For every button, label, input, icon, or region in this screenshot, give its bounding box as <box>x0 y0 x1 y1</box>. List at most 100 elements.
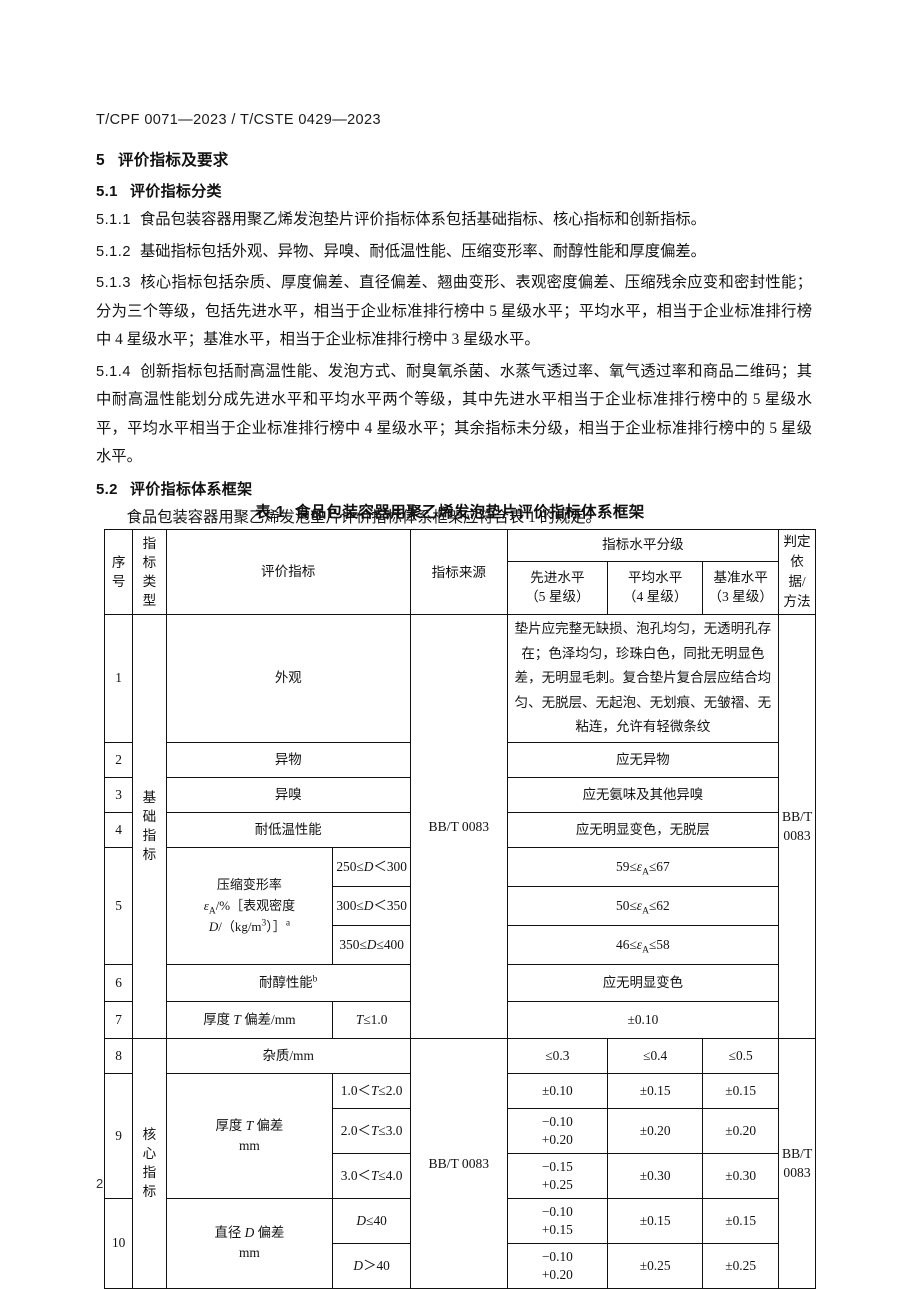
table-row: 5 压缩变形率 εA/%［表观密度 D/（kg/m3）］a 250≤D＜300 … <box>103 846 816 965</box>
row9-seq: 9 <box>103 1072 134 1199</box>
table-row: 8 核心指标 杂质/mm BB/T 0083 ≤0.3 ≤0.4 ≤0.5 BB… <box>103 1037 816 1289</box>
header-level-average: 平均水平 （4 星级） <box>606 560 704 616</box>
row1-indicator: 外观 <box>165 614 411 743</box>
row1-seq: 1 <box>103 614 134 743</box>
row9c-range: 3.0＜T≤4.0 <box>332 1152 411 1199</box>
group-basic-source: BB/T 0083 <box>409 614 508 1039</box>
row5b-range: 300≤D＜350 <box>332 885 411 926</box>
row8-indicator: 杂质/mm <box>165 1037 411 1074</box>
clause-5-1-4-number: 5.1.4 <box>96 363 131 380</box>
header-level-base-sub: （3 星级） <box>708 588 773 604</box>
row5a-range: 250≤D＜300 <box>332 846 411 887</box>
header-source: 指标来源 <box>409 529 508 615</box>
header-basis: 判定依据/方法 <box>778 529 816 615</box>
row8-average: ≤0.4 <box>606 1037 704 1074</box>
row5-indicator-line2: εA/%［表观密度 <box>203 898 296 917</box>
row9a-base: ±0.15 <box>702 1072 780 1109</box>
clause-5-1-3-paragraph: 5.1.3 核心指标包括杂质、厚度偏差、直径偏差、翘曲变形、表观密度偏差、压缩残余… <box>96 269 812 355</box>
clause-5-2-title: 评价指标体系框架 <box>130 480 253 498</box>
row9a-range: 1.0＜T≤2.0 <box>332 1072 411 1109</box>
row5-indicator-line3: D/（kg/m3）］a <box>208 918 291 934</box>
clause-5-1-3-number: 5.1.3 <box>96 275 131 291</box>
clause-5-heading: 5 评价指标及要求 <box>96 148 812 170</box>
row3-seq: 3 <box>103 776 134 813</box>
row9a-advanced: ±0.10 <box>506 1072 609 1109</box>
row1-value: 垫片应完整无缺损、泡孔均匀，无透明孔存在；色泽均匀，珍珠白色，同批无明显色差，无… <box>506 614 780 743</box>
clause-5-1-number: 5.1 <box>96 183 118 200</box>
group-basic-type: 基础指标 <box>132 614 167 1039</box>
row7-range: T≤1.0 <box>332 1000 411 1039</box>
clause-5-1-4-paragraph: 5.1.4 创新指标包括耐高温性能、发泡方式、耐臭氧杀菌、水蒸气透过率、氧气透过率… <box>96 358 812 472</box>
row9a-average: ±0.15 <box>606 1072 704 1109</box>
group-core-source: BB/T 0083 <box>409 1037 508 1289</box>
header-levels-group: 指标水平分级 <box>506 529 780 562</box>
row5a-value: 59≤εA≤67 <box>506 846 780 887</box>
clause-5-1-heading: 5.1 评价指标分类 <box>96 180 812 201</box>
table-row: 300≤D＜350 50≤εA≤62 <box>105 885 816 926</box>
row7-value: ±0.10 <box>506 1000 780 1039</box>
row4-seq: 4 <box>103 811 134 848</box>
table-row: 4 耐低温性能 应无明显变色，无脱层 <box>103 811 816 848</box>
table-row: 350≤D≤400 46≤εA≤58 <box>105 924 816 965</box>
row6-indicator-label: 耐醇性能 <box>259 974 313 990</box>
clause-5-1-1-paragraph: 5.1.1 食品包装容器用聚乙烯发泡垫片评价指标体系包括基础指标、核心指标和创新指… <box>96 206 812 235</box>
page-number: 2 <box>96 1176 104 1191</box>
row10a-advanced-bottom: +0.15 <box>541 1221 573 1237</box>
table-header-row-2: 先进水平 （5 星级） 平均水平 （4 星级） 基准水平 （3 星级） <box>105 560 816 616</box>
row10a-advanced: −0.10 +0.15 <box>506 1197 609 1244</box>
row9c-advanced: −0.15 +0.25 <box>506 1152 609 1199</box>
row10b-advanced-bottom: +0.20 <box>541 1266 573 1282</box>
row5-indicator: 压缩变形率 εA/%［表观密度 D/（kg/m3）］a <box>165 846 334 965</box>
table-row: 6 耐醇性能b 应无明显变色 <box>103 963 816 1002</box>
row9c-average: ±0.30 <box>606 1152 704 1199</box>
row9c-advanced-top: −0.15 <box>541 1158 573 1174</box>
table-header-row-1: 序号 指标类型 评价指标 指标来源 指标水平分级 判定依据/方法 <box>103 529 816 615</box>
clause-5-1-4-text: 创新指标包括耐高温性能、发泡方式、耐臭氧杀菌、水蒸气透过率、氧气透过率和商品二维… <box>96 362 812 466</box>
header-indicator: 评价指标 <box>165 529 411 615</box>
row10b-base: ±0.25 <box>702 1242 780 1289</box>
row9-indicator: 厚度 T 偏差 mm <box>165 1072 334 1199</box>
row10b-advanced: −0.10 +0.20 <box>506 1242 609 1289</box>
table-row: 9 厚度 T 偏差 mm 1.0＜T≤2.0 ±0.10 ±0.15 ±0.15 <box>103 1072 816 1199</box>
header-level-average-main: 平均水平 <box>627 570 683 586</box>
row9-indicator-line2: mm <box>239 1137 260 1153</box>
row2-value: 应无异物 <box>506 741 780 778</box>
clause-5-1-title: 评价指标分类 <box>130 183 222 200</box>
row2-indicator: 异物 <box>165 741 411 778</box>
row9b-advanced: −0.10 +0.20 <box>506 1107 609 1154</box>
clause-5-number: 5 <box>96 152 105 169</box>
spec-table: 序号 指标类型 评价指标 指标来源 指标水平分级 判定依据/方法 先进水平 （5… <box>103 529 816 1289</box>
row10-indicator: 直径 D 偏差 mm <box>165 1197 334 1289</box>
row10-indicator-line1: 直径 D 偏差 <box>214 1225 285 1240</box>
row10a-average: ±0.15 <box>606 1197 704 1244</box>
row9b-range: 2.0＜T≤3.0 <box>332 1107 411 1154</box>
row10a-range: D≤40 <box>332 1197 411 1244</box>
row6-indicator: 耐醇性能b <box>165 963 411 1002</box>
row9b-advanced-bottom: +0.20 <box>541 1131 573 1147</box>
row10a-advanced-top: −0.10 <box>541 1203 573 1219</box>
row9b-base: ±0.20 <box>702 1107 780 1154</box>
header-level-average-sub: （4 星级） <box>622 588 688 604</box>
row5-seq: 5 <box>103 846 134 965</box>
running-header: T/CPF 0071—2023 / T/CSTE 0429—2023 <box>96 112 381 128</box>
clause-5-2-number: 5.2 <box>96 480 118 498</box>
row5b-value: 50≤εA≤62 <box>506 885 780 926</box>
header-level-advanced: 先进水平 （5 星级） <box>506 560 609 616</box>
header-type: 指标类型 <box>132 529 167 615</box>
clause-5-1-2-text: 基础指标包括外观、异物、异嗅、耐低温性能、压缩变形率、耐醇性能和厚度偏差。 <box>139 242 706 260</box>
row4-indicator: 耐低温性能 <box>165 811 411 848</box>
row6-value: 应无明显变色 <box>506 963 780 1002</box>
clause-5-1-2-number: 5.1.2 <box>96 243 131 260</box>
row10b-range: D＞40 <box>332 1242 411 1289</box>
table-caption-title: 食品包装容器用聚乙烯发泡垫片评价指标体系框架 <box>294 504 645 521</box>
row9c-base: ±0.30 <box>702 1152 780 1199</box>
clause-5-1-2-paragraph: 5.1.2 基础指标包括外观、异物、异嗅、耐低温性能、压缩变形率、耐醇性能和厚度偏… <box>96 238 812 267</box>
row4-value: 应无明显变色，无脱层 <box>506 811 780 848</box>
header-level-base: 基准水平 （3 星级） <box>702 560 780 616</box>
row6-indicator-marker: b <box>312 974 318 985</box>
table-caption: 表 1 食品包装容器用聚乙烯发泡垫片评价指标体系框架 <box>0 500 900 522</box>
group-core-basis: BB/T 0083 <box>778 1037 816 1289</box>
row9-indicator-line1: 厚度 T 偏差 <box>215 1117 284 1133</box>
row3-indicator: 异嗅 <box>165 776 411 813</box>
